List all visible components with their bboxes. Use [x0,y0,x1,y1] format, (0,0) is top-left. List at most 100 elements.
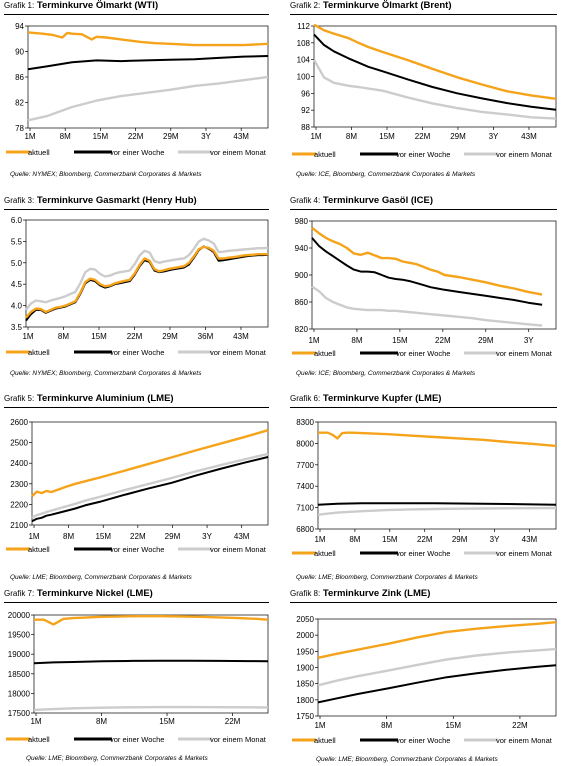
series-line-aktuell [27,31,269,47]
y-tick-label: 78 [15,124,24,133]
x-tick-label: 43M [234,532,250,541]
legend-label-woche: vor einer Woche [110,735,164,744]
y-tick-label: 7700 [296,461,314,470]
chart-wti: 78 82 86 90 94 1M 8M 15M 22M 29M 3Y 43M aktuell vor e… [6,22,269,157]
series-line-woche [317,502,557,506]
x-tick-label: 29M [478,336,494,345]
series-line-aktuell [31,429,269,498]
y-tick-label: 2100 [10,521,28,530]
series-line-woche [311,237,543,306]
series-line-aktuell [313,23,557,100]
x-tick-label: 22M [417,535,433,544]
y-tick-label: 19500 [8,631,31,640]
legend-label-monat: vor einem Monat [496,549,553,558]
x-tick-label: 15M [93,132,109,141]
y-tick-label: 2200 [10,500,28,509]
y-tick-label: 100 [297,73,311,82]
y-tick-label: 860 [295,298,309,307]
title-rule [4,407,269,408]
series-line-aktuell [311,226,543,296]
title-rule [4,14,269,15]
y-tick-label: 1900 [296,664,314,673]
plot-frame [27,25,269,129]
plot-frame [33,614,269,714]
chart-panel-aluminium: Grafik 5: Terminkurve Aluminium (LME) 21… [4,393,269,585]
chart-panel-wti: Grafik 1: Terminkurve Ölmarkt (WTI) 78 82… [4,0,269,192]
legend-label-aktuell: aktuell [314,736,336,745]
x-tick-label: 1M [24,132,35,141]
x-tick-label: 1M [308,336,319,345]
x-tick-label: 1M [314,535,325,544]
chart-source: Quelle: ICE; Bloomberg, Commerzbank Corp… [296,370,476,377]
x-tick-label: 3Y [524,336,534,345]
chart-title: Grafik 6: Terminkurve Kupfer (LME) [290,393,442,404]
x-tick-label: 29M [163,132,179,141]
legend-label-woche: vor einer Woche [396,150,450,159]
plot-frame [311,220,557,330]
y-tick-label: 8000 [296,439,314,448]
x-tick-label: 22M [128,132,144,141]
legend-label-woche: vor einer Woche [396,736,450,745]
x-tick-label: 29M [162,332,178,341]
legend-label-aktuell: aktuell [28,348,50,357]
x-tick-label: 22M [512,721,528,730]
y-tick-label: 7400 [296,482,314,491]
legend-label-aktuell: aktuell [314,150,336,159]
y-tick-label: 5.0 [11,259,23,268]
legend-label-aktuell: aktuell [314,349,336,358]
x-tick-label: 15M [379,132,395,141]
y-tick-label: 108 [297,39,311,48]
legend-label-aktuell: aktuell [28,735,50,744]
x-tick-label: 15M [445,721,461,730]
series-line-monat [31,452,269,519]
chart-title: Grafik 4: Terminkurve Gasöl (ICE) [290,195,434,206]
series-line-woche [317,664,557,704]
legend-label-woche: vor einer Woche [396,349,450,358]
legend-label-monat: vor einem Monat [496,349,553,358]
y-tick-label: 92 [301,106,310,115]
legend-label-woche: vor einer Woche [110,148,164,157]
y-tick-label: 19000 [8,650,31,659]
legend-label-woche: vor einer Woche [110,348,164,357]
plot-frame [317,421,557,530]
series-line-monat [33,705,269,712]
y-tick-label: 8300 [296,418,314,427]
x-tick-label: 29M [165,532,181,541]
y-tick-label: 1800 [296,696,314,705]
x-tick-label: 15M [392,336,408,345]
series-line-monat [317,506,557,516]
legend-label-monat: vor einem Monat [496,150,553,159]
chart-brent: 88 92 96 100 104 108 112 1M 8M 15M 22M 29M 3Y 43M aktu… [292,22,557,159]
y-tick-label: 2500 [10,439,28,448]
chart-panel-kupfer: Grafik 6: Terminkurve Kupfer (LME) 6800 7… [290,393,557,585]
x-tick-label: 43M [233,332,249,341]
series-line-aktuell [318,431,557,448]
x-tick-label: 8M [58,332,69,341]
x-tick-label: 8M [63,532,74,541]
x-tick-label: 3Y [489,132,499,141]
legend-label-woche: vor einer Woche [396,549,450,558]
y-tick-label: 2050 [296,615,314,624]
x-tick-label: 36M [198,332,214,341]
x-tick-label: 3Y [490,535,500,544]
y-tick-label: 4.5 [11,280,23,289]
legend-label-aktuell: aktuell [314,549,336,558]
title-rule [290,14,557,15]
chart-source: Quelle: ICE, Bloomberg, Commerzbank Corp… [296,171,476,178]
x-tick-label: 1M [22,332,33,341]
series-line-aktuell [34,615,269,626]
series-line-monat [27,75,269,122]
series-line-aktuell [317,621,557,659]
chart-title: Grafik 7: Terminkurve Nickel (LME) [4,588,153,599]
y-tick-label: 88 [301,123,310,132]
y-tick-label: 2000 [296,631,314,640]
series-line-aktuell [25,245,268,319]
chart-nickel: 17500 18000 18500 19000 19500 20000 1M 8M 15M 22M… [6,611,269,744]
plot-frame [31,421,269,526]
y-tick-label: 7100 [296,504,314,513]
plot-frame [313,25,557,128]
x-tick-label: 22M [225,717,241,726]
legend-label-aktuell: aktuell [28,148,50,157]
title-rule [4,209,269,210]
x-tick-label: 1M [30,717,41,726]
